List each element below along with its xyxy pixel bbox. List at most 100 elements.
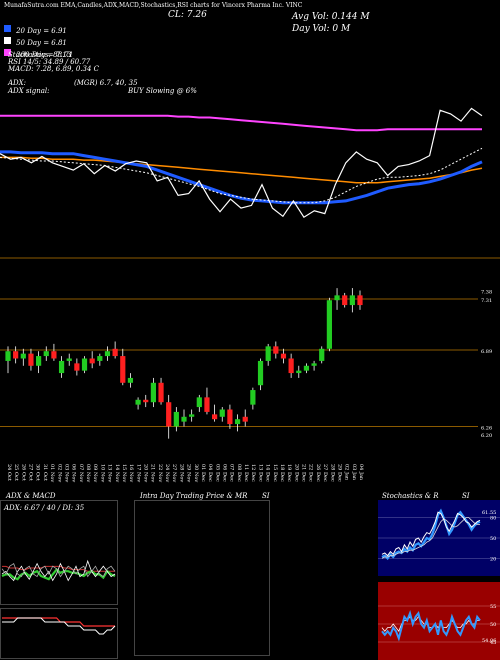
date-tick-label: 19 Dec xyxy=(286,464,292,482)
rsi-tick-label: 45 xyxy=(490,640,496,646)
date-tick-label: 27 Oct xyxy=(28,464,34,481)
rsi-background xyxy=(378,582,500,660)
adx-red-line xyxy=(2,565,115,572)
date-tick-label: 24 Nov xyxy=(164,464,170,482)
ma200-swatch xyxy=(4,49,11,56)
date-tick-label: 03 Jan xyxy=(351,464,357,481)
price-level-label: 7.31 xyxy=(481,298,492,304)
candle-body xyxy=(97,356,103,361)
candle-body xyxy=(5,351,11,361)
date-tick-label: 11 Dec xyxy=(243,464,249,482)
adx-frame xyxy=(0,500,118,605)
date-tick-label: 13 Dec xyxy=(257,464,263,482)
date-tick-label: 20 Dec xyxy=(293,464,299,482)
candle-body xyxy=(319,348,325,361)
ema-orange-line xyxy=(0,156,483,184)
candle-body xyxy=(257,360,264,386)
candle-body xyxy=(303,365,310,371)
date-tick-label: 22 Dec xyxy=(308,464,314,482)
candle-body xyxy=(150,382,156,403)
date-tick-label: 02 Nov xyxy=(56,464,62,482)
date-tick-label: 25 Oct xyxy=(13,464,19,481)
candle-body xyxy=(58,360,65,374)
date-tick-label: 29 Nov xyxy=(186,464,192,482)
adx-label: ADX: xyxy=(8,79,27,87)
candle-body xyxy=(135,399,141,405)
candle-body xyxy=(242,416,248,422)
date-tick-label: 13 Nov xyxy=(107,464,113,482)
date-tick-label: 22 Nov xyxy=(157,464,163,482)
ma50-swatch xyxy=(4,37,11,44)
stoch-tick-label: 20 xyxy=(490,556,496,562)
chart-title-line: MunafaSutra.com EMA,Candles,ADX,MACD,Sto… xyxy=(4,2,303,9)
price-line xyxy=(0,107,483,219)
di-line-1 xyxy=(1,559,116,582)
candle-body xyxy=(143,399,149,403)
candle-body xyxy=(28,353,34,366)
date-tick-label: 06 Nov xyxy=(71,464,77,482)
candle-body xyxy=(265,346,271,361)
date-tick-label: 26 Oct xyxy=(20,464,26,481)
candle-body xyxy=(173,411,179,427)
candle-body xyxy=(166,402,172,427)
price-level-label: 7.38 xyxy=(481,290,492,296)
date-tick-label: 21 Nov xyxy=(150,464,156,482)
date-tick-label: 09 Nov xyxy=(92,464,98,482)
candle-body xyxy=(20,353,26,359)
candle-body xyxy=(326,300,332,349)
adx-green-line xyxy=(1,568,116,581)
date-tick-label: 17 Nov xyxy=(135,464,141,482)
candle-body xyxy=(127,377,134,383)
candle-body xyxy=(219,409,225,417)
date-tick-label: 21 Dec xyxy=(301,464,307,482)
ma200-line xyxy=(0,114,482,132)
candle-body xyxy=(234,419,241,425)
date-tick-label: 28 Nov xyxy=(178,464,184,482)
price-level-label: 6.26 xyxy=(481,426,492,432)
macd-frame xyxy=(0,608,118,659)
macd-line xyxy=(2,617,116,635)
date-tick-label: 07 Nov xyxy=(78,464,84,482)
date-tick-label: 05 Dec xyxy=(214,464,220,482)
date-tick-label: 04 Dec xyxy=(207,464,213,482)
candle-body xyxy=(212,414,218,420)
date-tick-label: 08 Dec xyxy=(236,464,242,482)
date-tick-label: 10 Nov xyxy=(99,464,105,482)
candle-body xyxy=(189,414,195,417)
intraday-panel xyxy=(134,500,270,656)
adx-panel: ADX: 6.67 / 40 / DI: 35 xyxy=(0,500,118,659)
date-tick-label: 06 Dec xyxy=(222,464,228,482)
rsi-readout: RSI 14/5: 34.89 / 60.77 xyxy=(8,58,91,66)
date-tick-label: 03 Nov xyxy=(63,464,69,482)
date-tick-label: 04 Jan xyxy=(358,464,364,481)
date-tick-label: 02 Jan xyxy=(344,464,350,481)
date-tick-label: 27 Nov xyxy=(171,464,177,482)
adx-signal-label: ADX signal: xyxy=(8,87,50,95)
candle-body xyxy=(227,409,233,425)
candle-body xyxy=(13,351,19,359)
candle-body xyxy=(36,356,42,366)
date-tick-label: 15 Nov xyxy=(121,464,127,482)
stoch-tick-label: 80 xyxy=(490,516,496,522)
candle-body xyxy=(74,363,80,371)
date-tick-label: 08 Nov xyxy=(85,464,91,482)
candle-body xyxy=(349,295,355,306)
candle-body xyxy=(181,416,187,422)
ma200-text: 200 Day = 7.13 xyxy=(16,51,72,59)
price-level-label: 6.20 xyxy=(481,433,492,439)
candle-body xyxy=(66,358,72,361)
adx-value: (MGR) 6.7, 40, 35 xyxy=(74,79,138,87)
candle-body xyxy=(43,351,49,357)
date-tick-label: 27 Dec xyxy=(322,464,328,482)
candle-body xyxy=(296,370,302,374)
candle-body xyxy=(334,295,340,301)
ma20-text: 20 Day = 6.91 xyxy=(16,27,67,35)
date-tick-label: 30 Nov xyxy=(193,464,199,482)
stochastics-readout: Stochastics: 88.71 xyxy=(8,51,74,59)
date-tick-label: 01 Dec xyxy=(200,464,206,482)
date-tick-label: 29 Dec xyxy=(336,464,342,482)
day-vol-label: Day Vol: 0 M xyxy=(292,24,351,34)
candle-body xyxy=(51,351,57,359)
